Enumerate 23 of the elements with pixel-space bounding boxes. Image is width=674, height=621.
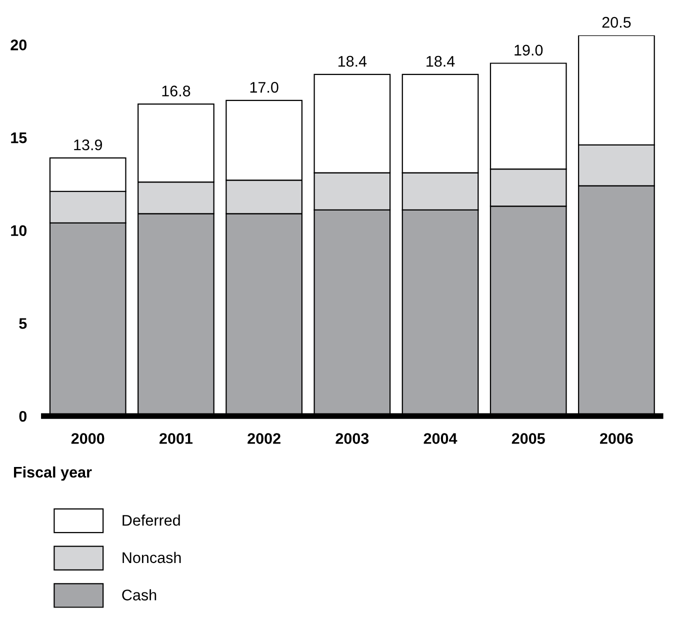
total-label: 16.8 xyxy=(162,86,190,96)
x-tick-label: 2000 xyxy=(71,433,104,444)
legend-label: Deferred xyxy=(122,514,180,526)
y-tick-label: 20 xyxy=(10,40,27,50)
x-tick-label: 2002 xyxy=(248,433,280,444)
y-tick-label: 10 xyxy=(11,225,27,236)
total-label: 13.9 xyxy=(74,139,102,150)
total-label: 18.4 xyxy=(338,56,367,67)
x-tick-label: 2001 xyxy=(160,433,193,444)
x-tick-label: 2006 xyxy=(600,433,633,444)
total-label: 20.5 xyxy=(602,16,631,28)
legend-label: Cash xyxy=(122,589,156,600)
total-label: 18.4 xyxy=(426,56,455,67)
y-tick-label: 0 xyxy=(19,410,27,422)
x-tick-label: 2003 xyxy=(336,433,369,444)
x-tick-label: 2004 xyxy=(424,433,458,444)
total-label: 19.0 xyxy=(514,44,543,56)
y-tick-label: 15 xyxy=(11,132,27,144)
total-label: 17.0 xyxy=(250,82,278,93)
y-tick-label: 5 xyxy=(19,318,27,329)
x-tick-label: 2005 xyxy=(512,433,545,444)
x-axis-title: Fiscal year xyxy=(14,466,92,481)
legend-label: Noncash xyxy=(122,552,181,564)
